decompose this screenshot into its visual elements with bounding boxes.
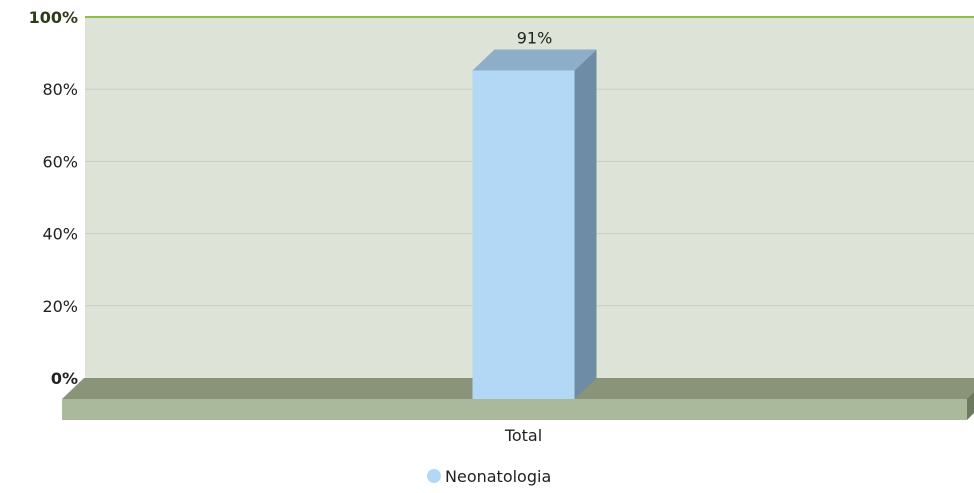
bar-top bbox=[472, 49, 597, 71]
floor-side bbox=[967, 392, 974, 420]
floor-front bbox=[62, 399, 967, 420]
y-tick-label: 60% bbox=[42, 152, 78, 171]
bar bbox=[472, 70, 575, 400]
y-tick-label: 20% bbox=[42, 297, 78, 316]
legend-marker bbox=[427, 469, 441, 483]
y-tick-label: 40% bbox=[42, 225, 78, 244]
y-tick-label: 100% bbox=[29, 8, 78, 27]
x-tick-label: Total bbox=[504, 426, 542, 445]
legend-label: Neonatologia bbox=[445, 467, 551, 486]
bar-side bbox=[574, 49, 597, 400]
y-tick-label: 0% bbox=[51, 369, 78, 388]
y-tick-label: 80% bbox=[42, 80, 78, 99]
data-label: 91% bbox=[517, 28, 553, 47]
